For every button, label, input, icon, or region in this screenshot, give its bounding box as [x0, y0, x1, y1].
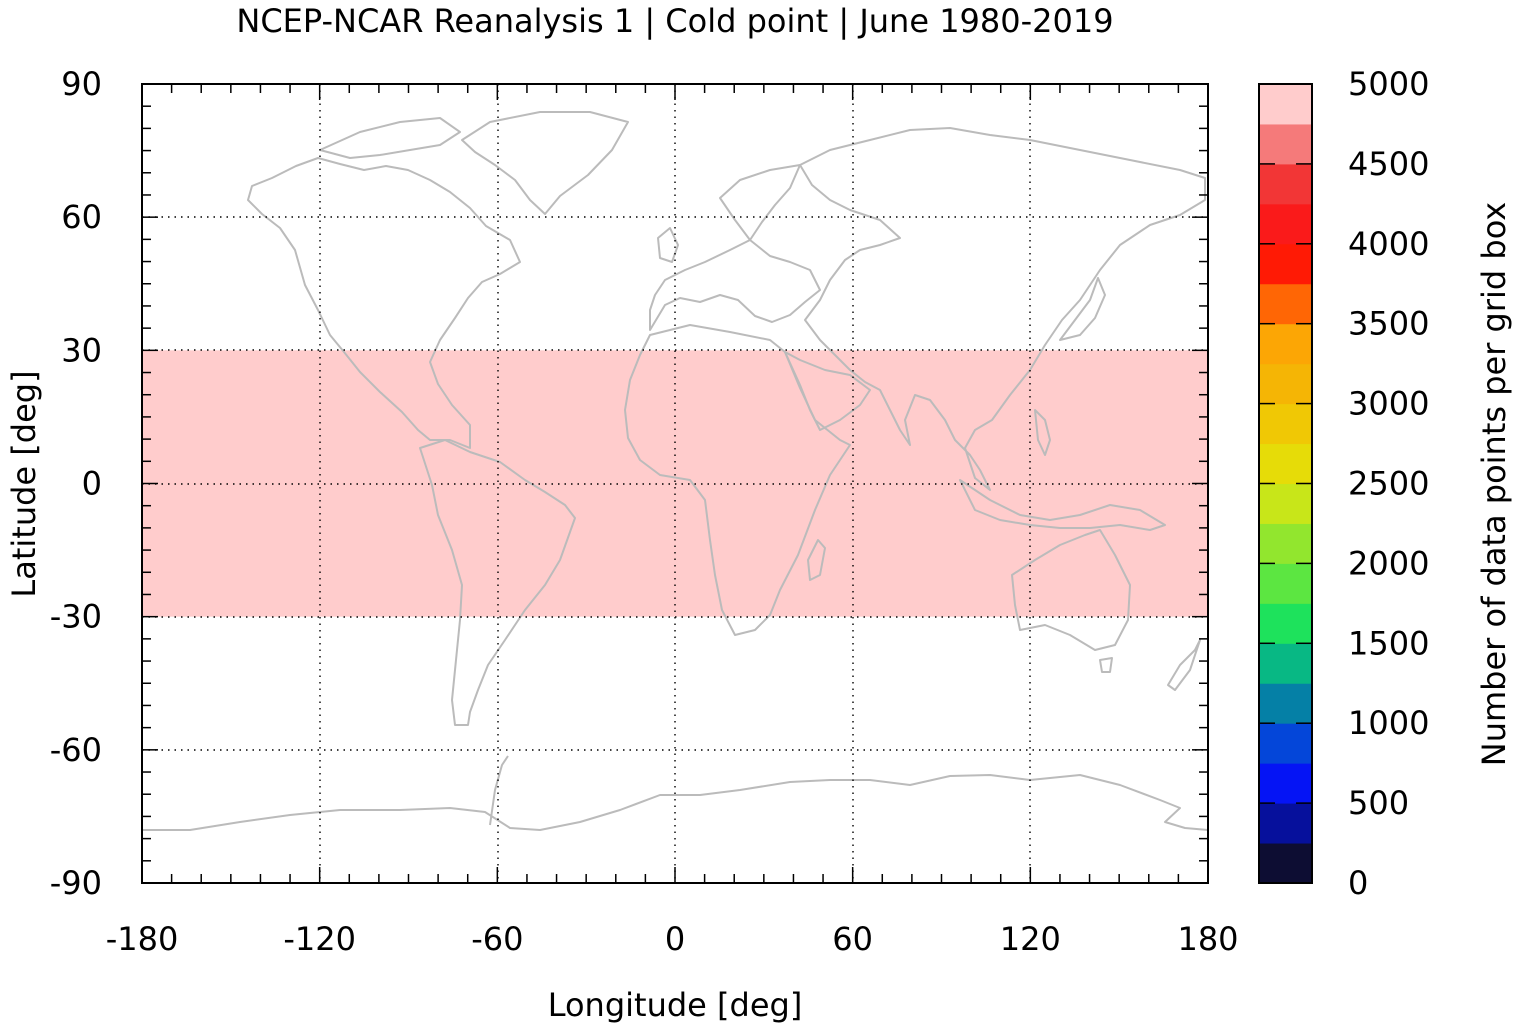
colorbar-tick-label: 1500 — [1348, 624, 1429, 662]
coastline-europe — [649, 164, 821, 331]
y-tick-label: -90 — [50, 864, 102, 902]
coastline-arabia — [784, 351, 871, 431]
colorbar-tick-label: 0 — [1348, 864, 1368, 902]
coastlines — [142, 111, 1209, 831]
colorbar-bin-17 — [1259, 163, 1312, 205]
y-tick-label: 90 — [61, 65, 102, 103]
colorbar-tick-label: 3500 — [1348, 305, 1429, 343]
colorbar-bin-13 — [1259, 323, 1312, 365]
coastline-new-zealand — [1167, 639, 1201, 691]
colorbar-frame — [1258, 83, 1313, 884]
coastline-antarctic-peninsula — [489, 755, 509, 826]
coastline-antarctica — [142, 774, 1209, 831]
colorbar-tick-label: 4000 — [1348, 225, 1429, 263]
coastline-tasmania — [1099, 657, 1113, 673]
y-tick-label: 30 — [61, 331, 102, 369]
colorbar-bin-14 — [1259, 283, 1312, 325]
colorbar-tick-label: 2500 — [1348, 465, 1429, 503]
colorbar-label: Number of data points per grid box — [1475, 202, 1513, 766]
colorbar-bin-19 — [1259, 84, 1312, 125]
colorbar-bin-2 — [1259, 763, 1312, 804]
colorbar-bin-11 — [1259, 403, 1312, 445]
plot-frame — [141, 83, 1209, 884]
colorbar-bin-4 — [1259, 683, 1312, 724]
chart-title: NCEP-NCAR Reanalysis 1 | Cold point | Ju… — [236, 2, 1113, 40]
plot-area — [141, 83, 1209, 884]
colorbar: 0 500 1000 1500 2000 2500 3000 3500 4000 4500 5000… — [1258, 65, 1513, 902]
x-tick-label: 120 — [1000, 920, 1061, 958]
colorbar-bin-15 — [1259, 243, 1312, 285]
colorbar-tick-label: 3000 — [1348, 385, 1429, 423]
y-tick-label: 60 — [61, 198, 102, 236]
coastline-arctic-islands — [319, 117, 461, 159]
colorbar-bin-0 — [1259, 843, 1312, 884]
colorbar-bin-1 — [1259, 803, 1312, 844]
colorbar-bin-6 — [1259, 603, 1312, 644]
y-tick-label: 0 — [82, 465, 102, 503]
x-tick-label: -180 — [106, 920, 179, 958]
coastline-indonesia — [959, 479, 1166, 531]
coastline-japan — [1059, 277, 1106, 341]
coastline-south-america — [419, 439, 576, 726]
x-tick-label: -120 — [283, 920, 356, 958]
colorbar-tick-label: 4500 — [1348, 145, 1429, 183]
colorbar-tick-label: 2000 — [1348, 544, 1429, 582]
x-tick-labels: -180 -120 -60 0 60 120 180 — [106, 920, 1239, 958]
axis-ticks — [141, 83, 1209, 884]
y-tick-label: -60 — [50, 731, 102, 769]
colorbar-tick-label: 1000 — [1348, 704, 1429, 742]
colorbar-bin-16 — [1259, 203, 1312, 245]
grid-lines — [142, 84, 1208, 883]
coastline-philippines — [1034, 409, 1051, 456]
x-tick-label: -60 — [471, 920, 523, 958]
coastline-north-america — [247, 157, 521, 449]
y-axis-label: Latitude [deg] — [5, 370, 43, 597]
colorbar-bin-8 — [1259, 523, 1312, 564]
colorbar-bin-3 — [1259, 723, 1312, 764]
colorbar-tick-labels: 0 500 1000 1500 2000 2500 3000 3500 4000 4500 5000 — [1348, 65, 1429, 902]
colorbar-bins — [1259, 84, 1312, 884]
y-tick-labels: 90 60 30 0 -30 -60 -90 — [50, 65, 102, 902]
y-tick-label: -30 — [50, 598, 102, 636]
colorbar-bin-5 — [1259, 643, 1312, 684]
coastline-australia — [1011, 529, 1131, 651]
coastline-asia — [799, 127, 1206, 491]
colorbar-bin-9 — [1259, 483, 1312, 524]
x-tick-label: 60 — [832, 920, 873, 958]
coastline-madagascar — [807, 539, 826, 581]
colorbar-bin-7 — [1259, 563, 1312, 604]
colorbar-bin-12 — [1259, 363, 1312, 405]
x-tick-label: 0 — [665, 920, 685, 958]
colorbar-bin-18 — [1259, 123, 1312, 165]
colorbar-tick-label: 5000 — [1348, 65, 1429, 103]
colorbar-bin-10 — [1259, 443, 1312, 484]
x-axis-label: Longitude [deg] — [548, 986, 803, 1024]
x-tick-label: 180 — [1177, 920, 1238, 958]
coastline-greenland — [461, 111, 629, 215]
colorbar-tick-label: 500 — [1348, 784, 1409, 822]
